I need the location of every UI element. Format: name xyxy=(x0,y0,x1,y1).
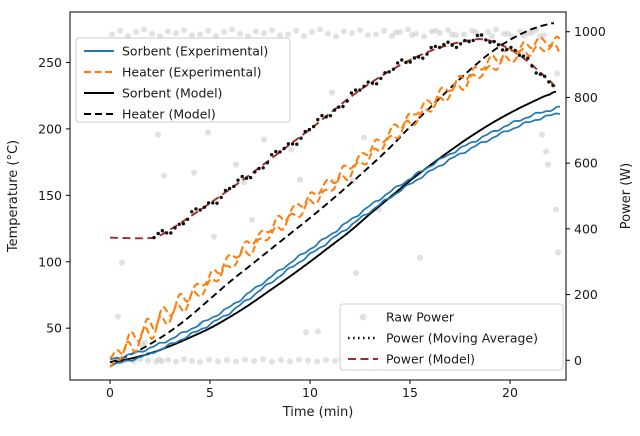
plot-border xyxy=(69,11,567,381)
x-tick-5: 5 xyxy=(206,385,214,400)
legend-label-raw-power: Raw Power xyxy=(386,310,455,325)
legend-power: Raw Power Power (Moving Average) Power (… xyxy=(339,303,564,371)
y-right-tick-1000: 1000 xyxy=(574,24,606,39)
y-left-tick-200: 200 xyxy=(38,121,62,136)
x-tick-10: 10 xyxy=(302,385,318,400)
y-right-tick-200: 200 xyxy=(574,287,598,302)
legend-label-power-model: Power (Model) xyxy=(386,352,475,367)
legend-label-power-moving-average: Power (Moving Average) xyxy=(386,331,538,346)
x-tick-20: 20 xyxy=(502,385,518,400)
y-left-tick-150: 150 xyxy=(38,188,62,203)
y-left-tick-50: 50 xyxy=(46,321,62,336)
series-lines-layer xyxy=(109,22,561,368)
y-left-tick-250: 250 xyxy=(38,55,62,70)
x-tick-0: 0 xyxy=(106,385,114,400)
y-right-tick-400: 400 xyxy=(574,221,598,236)
y-right-tick-600: 600 xyxy=(574,156,598,171)
legend-label-heater-experimental: Heater (Experimental) xyxy=(122,65,262,80)
y-axis-label-left: Temperature (°C) xyxy=(6,140,21,253)
legend-label-sorbent-model: Sorbent (Model) xyxy=(122,86,222,101)
legend-sample-raw-power xyxy=(359,313,367,321)
legend-power-box xyxy=(339,303,564,371)
legend-temperature-box xyxy=(75,37,291,123)
x-axis-label: Time (min) xyxy=(282,405,354,420)
legend-label-sorbent-experimental: Sorbent (Experimental) xyxy=(122,44,268,59)
y-left-tick-100: 100 xyxy=(38,254,62,269)
y-axis-label-right: Power (W) xyxy=(619,163,634,229)
y-right-tick-0: 0 xyxy=(574,353,582,368)
x-tick-15: 15 xyxy=(402,385,418,400)
axis-ticks-layer: 0 5 10 15 20 50 100 150 200 250 0 200 400 600 800 1000 xyxy=(38,24,606,400)
y-right-tick-800: 800 xyxy=(574,90,598,105)
legend-label-heater-model: Heater (Model) xyxy=(122,107,216,122)
legend-temperature: Sorbent (Experimental) Heater (Experimen… xyxy=(75,37,291,123)
